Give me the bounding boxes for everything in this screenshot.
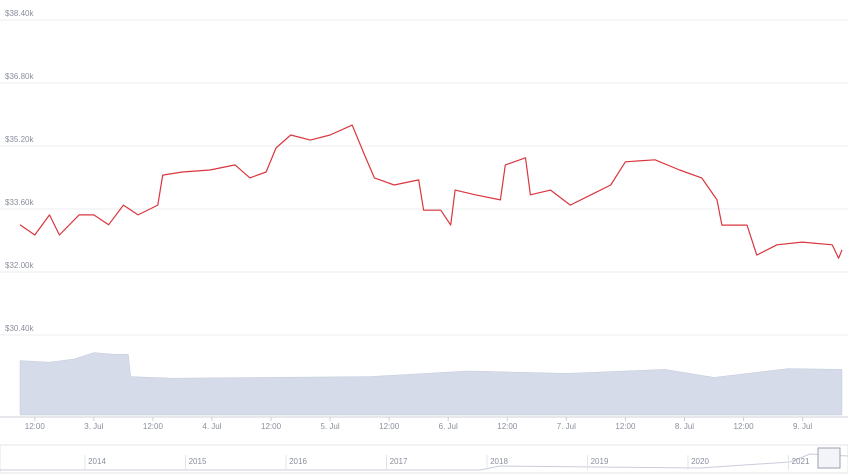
navigator-label: 2015 (189, 457, 207, 466)
x-tick-label: 6. Jul (439, 422, 458, 431)
navigator-label: 2020 (691, 457, 709, 466)
x-tick-label: 4. Jul (202, 422, 221, 431)
x-tick-label: 12:00 (379, 422, 400, 431)
x-tick-label: 3. Jul (84, 422, 103, 431)
x-tick-label: 12:00 (143, 422, 164, 431)
x-tick-label: 12:00 (615, 422, 636, 431)
x-tick-label: 7. Jul (557, 422, 576, 431)
navigator-label: 2018 (490, 457, 508, 466)
x-tick-label: 12:00 (25, 422, 46, 431)
y-tick-label: $38.40k (5, 9, 34, 18)
navigator-label: 2016 (289, 457, 307, 466)
x-tick-label: 9. Jul (793, 422, 812, 431)
x-tick-label: 5. Jul (321, 422, 340, 431)
navigator-label: 2021 (792, 457, 810, 466)
y-tick-label: $30.40k (5, 324, 34, 333)
navigator-line (0, 453, 848, 471)
y-tick-label: $33.60k (5, 198, 34, 207)
x-tick-label: 12:00 (497, 422, 518, 431)
y-tick-label: $35.20k (5, 135, 34, 144)
volume-area (19, 352, 843, 416)
navigator-label: 2014 (88, 457, 106, 466)
navigator-label: 2019 (591, 457, 609, 466)
price-line (19, 124, 843, 259)
x-tick-label: 12:00 (261, 422, 282, 431)
navigator (0, 444, 848, 474)
x-tick-label: 8. Jul (675, 422, 694, 431)
navigator-handle[interactable] (817, 447, 841, 469)
navigator-label: 2017 (390, 457, 408, 466)
x-tick-label: 12:00 (734, 422, 755, 431)
y-tick-label: $36.80k (5, 72, 34, 81)
y-tick-label: $32.00k (5, 261, 34, 270)
